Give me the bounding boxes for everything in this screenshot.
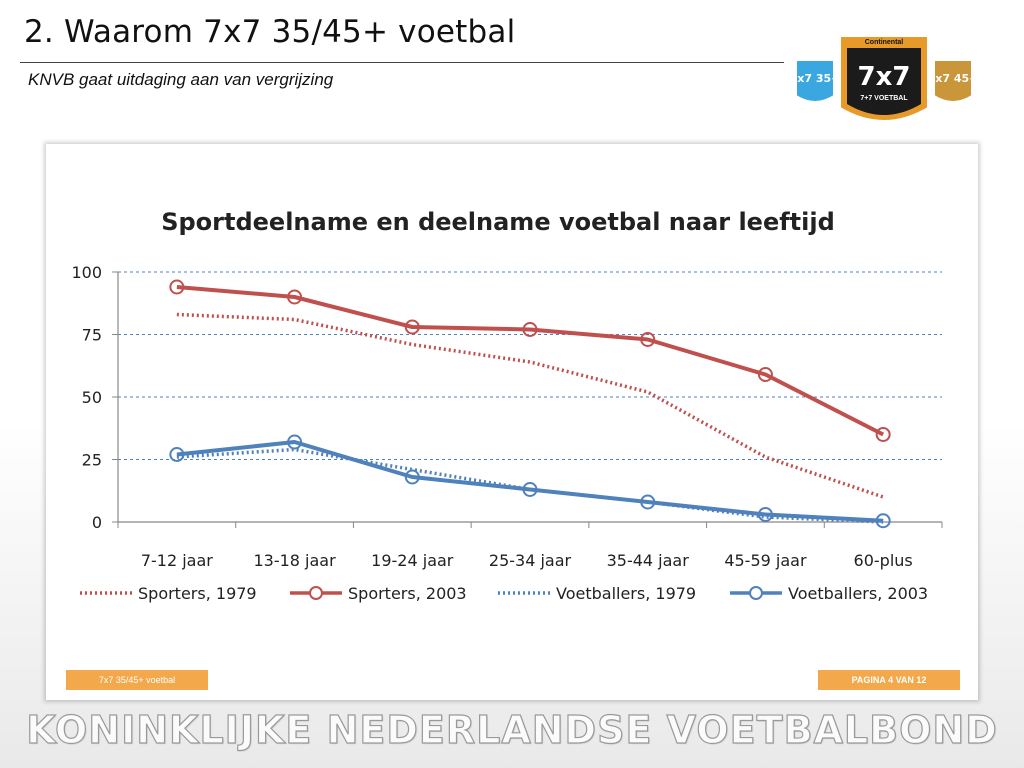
data-point xyxy=(169,279,185,295)
legend-label: Sporters, 1979 xyxy=(138,584,257,603)
data-point xyxy=(169,447,185,462)
y-tick-label: 25 xyxy=(82,451,102,470)
y-tick-label: 75 xyxy=(82,326,102,345)
organization-banner: KONINKLIJKE NEDERLANDSE VOETBALBOND xyxy=(26,707,998,752)
brand-text: Continental xyxy=(865,39,904,46)
data-point xyxy=(404,319,420,335)
badge-35-plus-text: 7x7 35+ xyxy=(790,72,840,85)
data-point xyxy=(404,469,420,485)
badge-45-plus-logo: 7x7 45+ xyxy=(928,59,979,103)
x-tick-label: 13-18 jaar xyxy=(253,551,336,570)
chart-title: Sportdeelname en deelname voetbal naar l… xyxy=(161,208,835,236)
chart-card: Sportdeelname en deelname voetbal naar l… xyxy=(46,144,978,700)
series-line xyxy=(176,440,884,523)
title-divider xyxy=(20,62,784,63)
data-point xyxy=(757,507,773,522)
data-point xyxy=(757,367,773,382)
y-tick-label: 0 xyxy=(92,513,102,532)
logo-group: 7x7 35+ Continental 7x7 7+7 VOETBAL 7x7 … xyxy=(790,35,979,122)
badge-7x7-logo: Continental 7x7 7+7 VOETBAL xyxy=(839,35,929,122)
data-point xyxy=(640,332,656,347)
series-line xyxy=(176,285,885,437)
page-indicator: PAGINA 4 VAN 12 xyxy=(818,670,960,690)
legend-label: Voetballers, 2003 xyxy=(788,584,928,603)
legend: Sporters, 1979 Sporters, 2003 Voetballers,… xyxy=(80,584,928,603)
legend-label: Voetballers, 1979 xyxy=(556,584,696,603)
badge-45-plus-text: 7x7 45+ xyxy=(928,72,979,85)
legend-label: Sporters, 2003 xyxy=(348,584,467,603)
series-lines xyxy=(169,279,891,529)
series-line xyxy=(176,312,884,499)
data-point xyxy=(875,513,891,529)
x-tick-label: 7-12 jaar xyxy=(141,551,213,570)
x-tick-label: 25-34 jaar xyxy=(489,551,572,570)
data-point xyxy=(640,494,656,510)
x-tick-label: 19-24 jaar xyxy=(371,551,454,570)
slide-subtitle: KNVB gaat uitdaging aan van vergrijzing xyxy=(28,70,334,89)
main-logo-text: 7x7 xyxy=(858,62,911,92)
x-tick-label: 35-44 jaar xyxy=(607,551,690,570)
axes xyxy=(112,271,943,528)
legend-marker xyxy=(309,586,323,600)
x-tick-labels: 7-12 jaar 13-18 jaar 19-24 jaar 25-34 jaar 3… xyxy=(141,551,913,570)
data-point xyxy=(875,427,891,442)
data-point xyxy=(522,322,538,337)
y-tick-label: 50 xyxy=(82,388,102,407)
data-point xyxy=(287,434,303,450)
gridlines xyxy=(118,271,942,460)
line-chart: Sportdeelname en deelname voetbal naar l… xyxy=(71,208,943,603)
x-tick-label: 60-plus xyxy=(854,551,913,570)
data-point xyxy=(287,289,303,305)
y-tick-label: 100 xyxy=(71,263,102,282)
badge-35-plus-logo: 7x7 35+ xyxy=(790,59,840,103)
x-tick-label: 45-59 jaar xyxy=(724,551,807,570)
footer-left-label: 7x7 35/45+ voetbal xyxy=(66,670,208,690)
legend-marker xyxy=(749,586,763,600)
y-tick-labels: 0 25 50 75 100 xyxy=(71,263,102,532)
logo-sub-text: 7+7 VOETBAL xyxy=(860,95,908,102)
data-point xyxy=(522,482,538,497)
slide-title: 2. Waarom 7x7 35/45+ voetbal xyxy=(24,14,516,50)
